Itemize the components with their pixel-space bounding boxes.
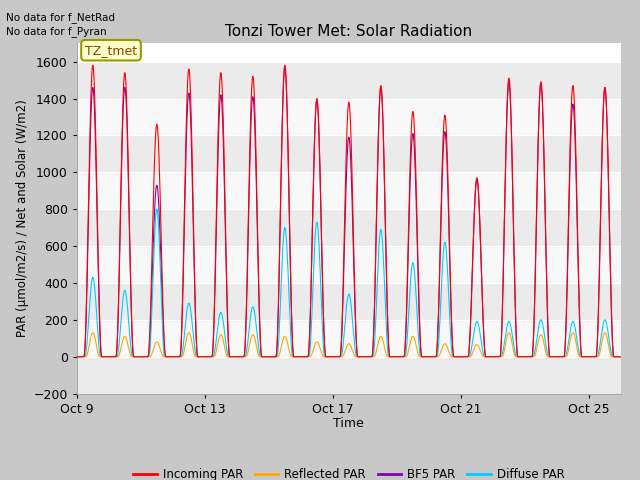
Text: No data for f_NetRad: No data for f_NetRad	[6, 12, 115, 23]
Bar	[77, 283, 621, 320]
Legend: Incoming PAR, Reflected PAR, BF5 PAR, Diffuse PAR: Incoming PAR, Reflected PAR, BF5 PAR, Di…	[129, 463, 569, 480]
Bar	[77, 246, 621, 283]
Title: Tonzi Tower Met: Solar Radiation: Tonzi Tower Met: Solar Radiation	[225, 24, 472, 39]
Bar	[77, 172, 621, 209]
Text: No data for f_Pyran: No data for f_Pyran	[6, 26, 107, 37]
Bar	[77, 61, 621, 98]
Bar	[77, 135, 621, 172]
X-axis label: Time: Time	[333, 417, 364, 430]
Bar	[77, 357, 621, 394]
Y-axis label: PAR (μmol/m2/s) / Net and Solar (W/m2): PAR (μmol/m2/s) / Net and Solar (W/m2)	[16, 99, 29, 337]
Bar	[77, 320, 621, 357]
Bar	[77, 209, 621, 246]
Bar	[77, 98, 621, 135]
Text: TZ_tmet: TZ_tmet	[85, 44, 137, 57]
